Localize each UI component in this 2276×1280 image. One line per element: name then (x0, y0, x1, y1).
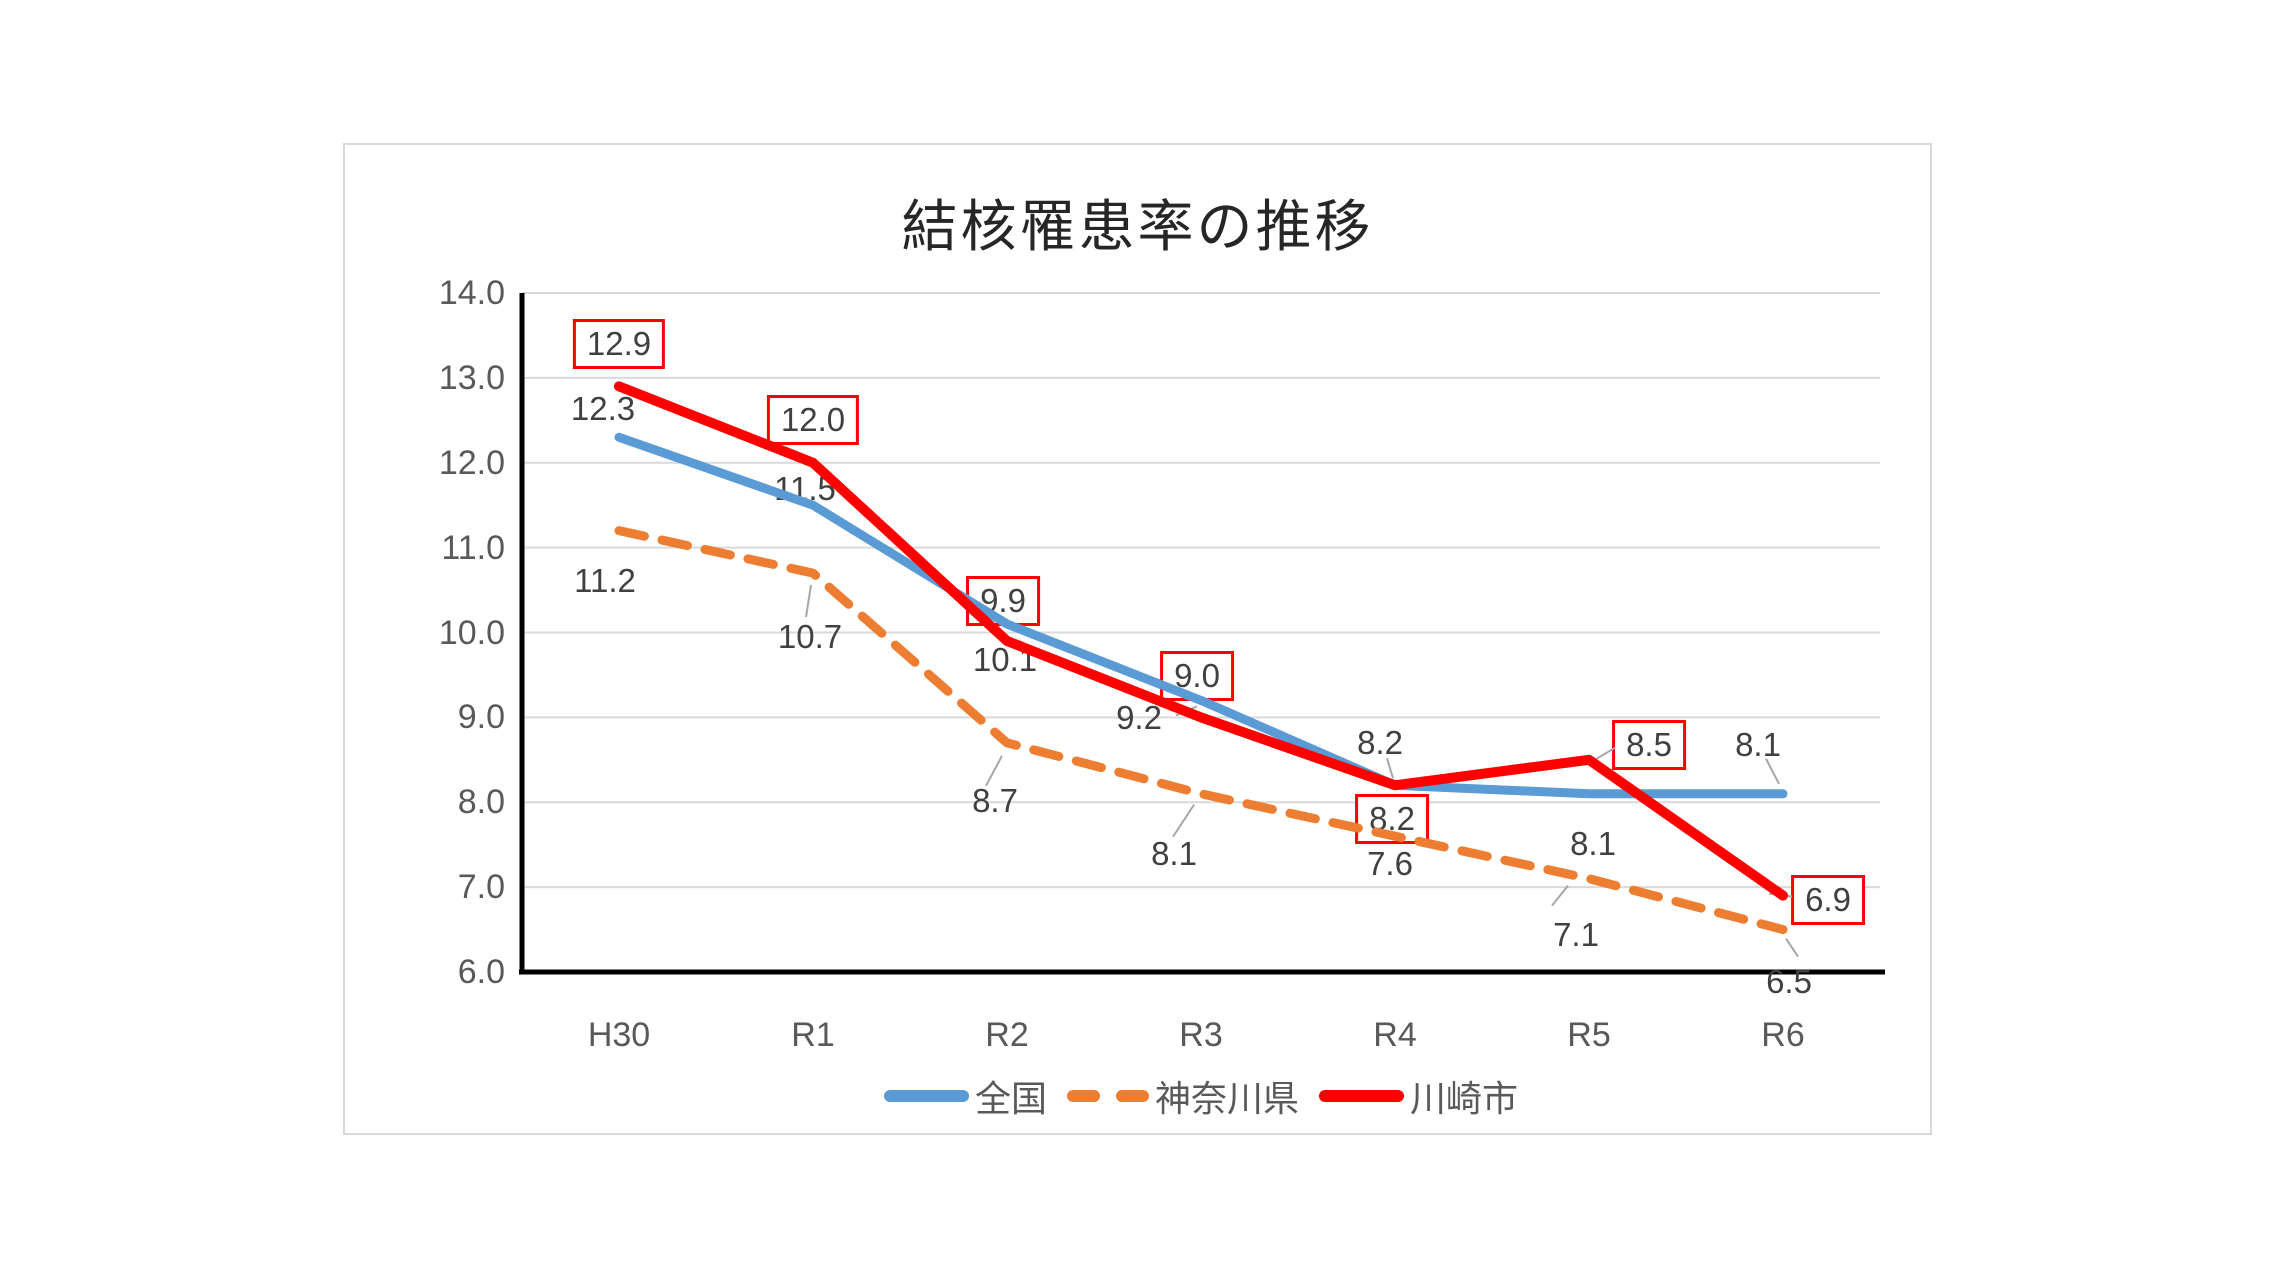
legend-label-national: 全国 (974, 1078, 1047, 1119)
data-label-神奈川県-R6: 6.5 (1766, 962, 1812, 1000)
x-tick-label: R6 (1761, 1016, 1805, 1054)
data-label-全国-R2: 10.1 (972, 641, 1038, 678)
x-tick-label: R3 (1179, 1016, 1223, 1054)
data-label-神奈川県-R1: 10.7 (777, 618, 843, 656)
y-tick-label: 6.0 (457, 953, 505, 991)
legend-dashed-line-kanagawa-icon (1066, 1090, 1149, 1102)
y-tick-label: 12.0 (438, 443, 505, 482)
data-label-全国-R4: 8.2 (1357, 724, 1403, 762)
data-label-全国-R6: 8.1 (1735, 725, 1781, 763)
data-label-川崎市-R5: 8.5 (1612, 719, 1686, 770)
x-tick-label: R2 (985, 1016, 1029, 1054)
legend-label-kawasaki: 川崎市 (1410, 1078, 1519, 1119)
x-tick-label: R1 (791, 1016, 835, 1054)
legend-item-kawasaki: 川崎市 (1319, 1070, 1518, 1122)
y-tick-label: 11.0 (441, 528, 505, 567)
y-tick-label: 9.0 (457, 698, 505, 737)
legend-line-national-icon (883, 1090, 969, 1102)
chart-title: 結核罹患率の推移 (901, 195, 1374, 258)
data-label-神奈川県-R2: 8.7 (972, 781, 1018, 819)
legend-item-kanagawa: 神奈川県 (1066, 1070, 1299, 1122)
data-label-川崎市-R4: 8.2 (1355, 794, 1429, 845)
y-tick-label: 8.0 (457, 783, 505, 822)
data-label-全国-R1: 11.5 (774, 470, 836, 508)
data-label-全国-R5: 8.1 (1570, 824, 1616, 862)
x-tick-label: H30 (587, 1016, 651, 1054)
legend: 全国 神奈川県 川崎市 (522, 1070, 1880, 1122)
data-label-神奈川県-R3: 8.1 (1151, 834, 1197, 872)
data-label-川崎市-R2: 9.9 (966, 575, 1040, 626)
data-label-全国-R3: 9.2 (1116, 699, 1162, 737)
y-tick-label: 14.0 (438, 274, 505, 312)
data-label-全国-H30: 12.3 (570, 390, 636, 428)
chart-card (343, 143, 1932, 1135)
data-label-神奈川県-H30: 11.2 (574, 561, 636, 599)
data-label-川崎市-R3: 9.0 (1160, 651, 1234, 702)
legend-label-kanagawa: 神奈川県 (1154, 1078, 1299, 1119)
data-label-川崎市-R6: 6.9 (1791, 874, 1865, 925)
x-tick-label: R5 (1567, 1016, 1611, 1054)
data-label-川崎市-H30: 12.9 (572, 319, 666, 370)
y-tick-label: 13.0 (438, 358, 505, 397)
y-tick-label: 10.0 (438, 613, 505, 652)
x-tick-label: R4 (1373, 1016, 1417, 1054)
y-tick-label: 7.0 (457, 868, 505, 907)
legend-line-kawasaki-icon (1319, 1090, 1404, 1102)
data-label-川崎市-R1: 12.0 (766, 394, 860, 445)
data-label-神奈川県-R5: 7.1 (1553, 915, 1599, 953)
legend-item-national: 全国 (883, 1070, 1047, 1122)
data-label-神奈川県-R4: 7.6 (1367, 845, 1413, 883)
